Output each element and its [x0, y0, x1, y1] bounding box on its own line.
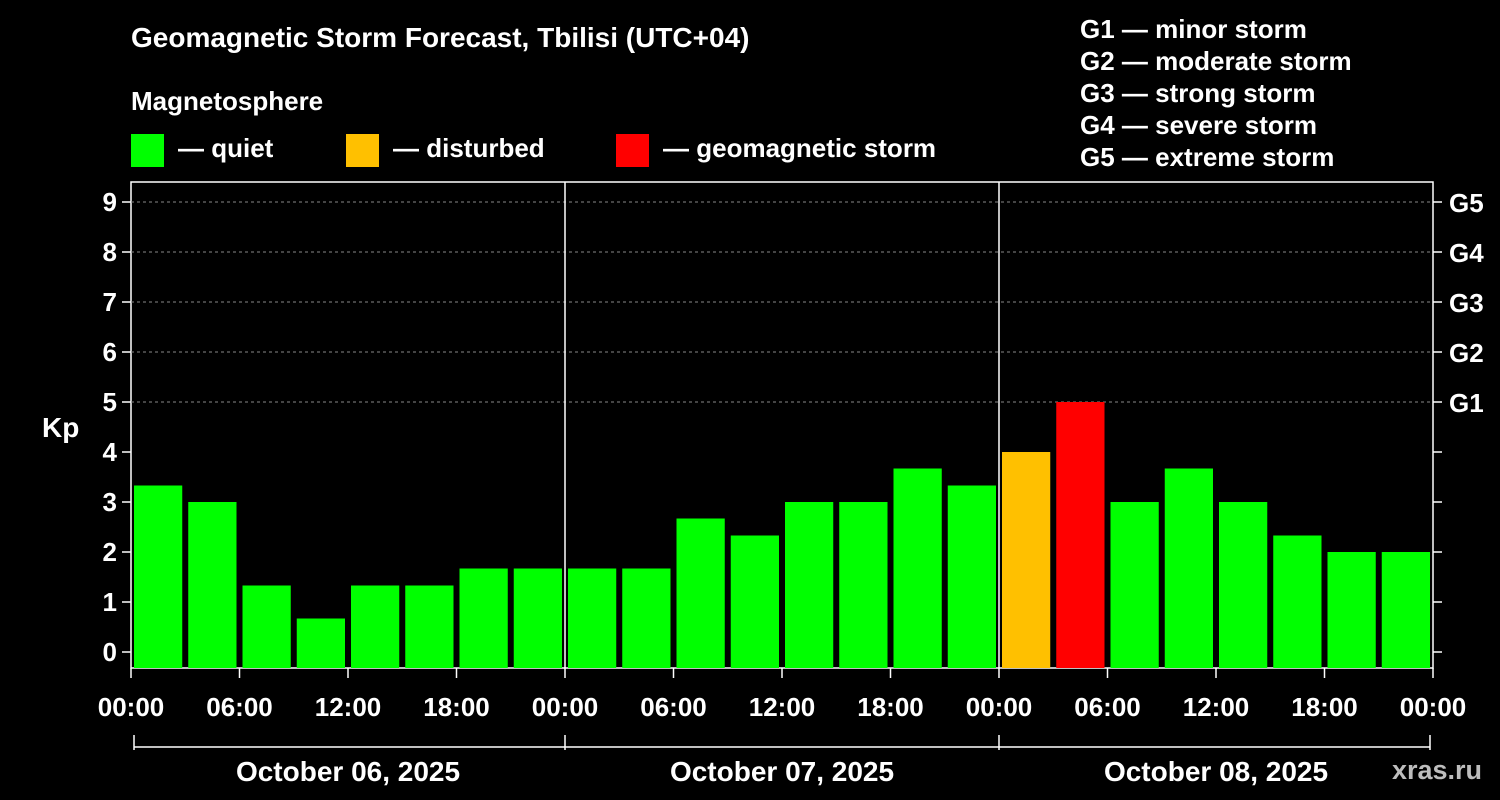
right-tick-label: G1 — [1449, 388, 1484, 418]
x-tick-label: 18:00 — [423, 692, 490, 722]
x-tick-label: 18:00 — [1291, 692, 1358, 722]
y-tick-label: 3 — [103, 487, 117, 517]
day-label: October 06, 2025 — [236, 756, 460, 787]
right-tick-label: G5 — [1449, 188, 1484, 218]
y-axis-title: Kp — [42, 412, 79, 443]
x-tick-label: 00:00 — [966, 692, 1033, 722]
legend-swatch-quiet — [131, 134, 164, 167]
right-tick-label: G3 — [1449, 288, 1484, 318]
x-tick-label: 00:00 — [532, 692, 599, 722]
y-tick-label: 0 — [103, 637, 117, 667]
kp-bar — [1164, 468, 1213, 668]
kp-bar — [839, 502, 888, 668]
kp-bar — [785, 502, 834, 668]
kp-bar — [188, 502, 237, 668]
day-label: October 08, 2025 — [1104, 756, 1328, 787]
x-tick-label: 06:00 — [640, 692, 707, 722]
legend-label-disturbed: — disturbed — [393, 133, 545, 163]
kp-bar — [1273, 535, 1322, 668]
day-label: October 07, 2025 — [670, 756, 894, 787]
y-tick-label: 8 — [103, 237, 117, 267]
x-tick-label: 12:00 — [749, 692, 816, 722]
kp-bar — [1002, 452, 1051, 668]
g-scale-g2: G2 — moderate storm — [1080, 46, 1352, 76]
legend-swatch-disturbed — [346, 134, 379, 167]
kp-bar — [947, 485, 996, 668]
right-tick-label: G4 — [1449, 238, 1484, 268]
g-scale-g3: G3 — strong storm — [1080, 78, 1316, 108]
x-tick-label: 00:00 — [1400, 692, 1467, 722]
x-tick-label: 06:00 — [206, 692, 273, 722]
y-tick-label: 2 — [103, 537, 117, 567]
g-scale-g5: G5 — extreme storm — [1080, 142, 1335, 172]
kp-bar — [296, 618, 345, 668]
kp-bar — [893, 468, 942, 668]
watermark: xras.ru — [1391, 755, 1482, 785]
kp-bar — [242, 585, 291, 668]
g-scale-g1: G1 — minor storm — [1080, 14, 1307, 44]
kp-bar — [622, 568, 671, 668]
x-tick-label: 12:00 — [315, 692, 382, 722]
kp-bar — [1219, 502, 1268, 668]
right-tick-label: G2 — [1449, 338, 1484, 368]
kp-bar — [405, 585, 454, 668]
kp-bar — [676, 518, 725, 668]
kp-bar — [134, 485, 183, 668]
kp-bar — [1381, 552, 1430, 668]
kp-bar — [513, 568, 562, 668]
g-scale-g4: G4 — severe storm — [1080, 110, 1318, 140]
y-tick-label: 7 — [103, 287, 117, 317]
legend-heading: Magnetosphere — [131, 86, 324, 116]
kp-bar — [1327, 552, 1376, 668]
kp-bar — [459, 568, 508, 668]
y-tick-label: 1 — [103, 587, 117, 617]
legend-swatch-storm — [616, 134, 649, 167]
kp-bar — [351, 585, 400, 668]
legend-label-quiet: — quiet — [178, 133, 274, 163]
y-tick-label: 6 — [103, 337, 117, 367]
kp-bar — [568, 568, 617, 668]
y-tick-label: 9 — [103, 187, 117, 217]
x-tick-label: 18:00 — [857, 692, 924, 722]
chart-title: Geomagnetic Storm Forecast, Tbilisi (UTC… — [131, 22, 750, 53]
kp-bar — [1056, 402, 1105, 668]
y-tick-label: 5 — [103, 387, 117, 417]
x-tick-label: 06:00 — [1074, 692, 1141, 722]
legend-label-storm: — geomagnetic storm — [663, 133, 937, 163]
x-tick-label: 12:00 — [1183, 692, 1250, 722]
kp-bar — [1110, 502, 1159, 668]
y-tick-label: 4 — [103, 437, 118, 467]
x-tick-label: 00:00 — [98, 692, 165, 722]
kp-bar — [730, 535, 779, 668]
